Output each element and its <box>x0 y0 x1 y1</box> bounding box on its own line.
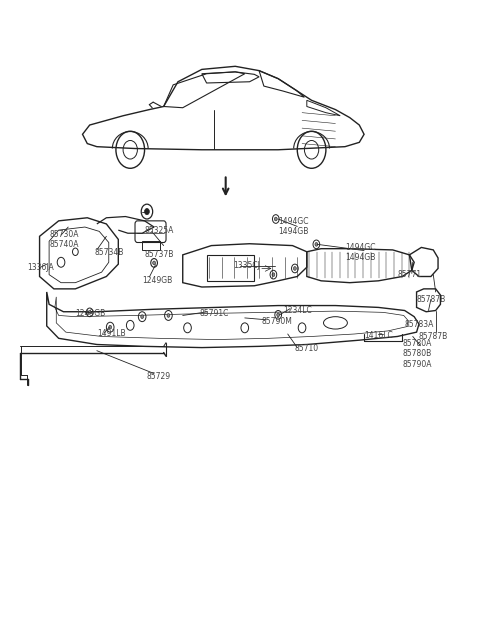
Text: 85710: 85710 <box>295 344 319 353</box>
Text: 85734B: 85734B <box>95 248 124 257</box>
Text: 85783A: 85783A <box>405 320 434 329</box>
Circle shape <box>88 310 91 314</box>
Text: 1416LC: 1416LC <box>364 331 393 340</box>
Text: 1335CJ: 1335CJ <box>233 261 260 271</box>
Circle shape <box>272 273 275 276</box>
Circle shape <box>275 217 277 221</box>
Bar <box>206 255 254 281</box>
Text: 85791C: 85791C <box>199 309 229 318</box>
Text: 1336JA: 1336JA <box>28 263 54 272</box>
Circle shape <box>109 325 112 329</box>
Text: 85730A
85740A: 85730A 85740A <box>49 230 79 249</box>
Text: 1494GC
1494GB: 1494GC 1494GB <box>278 217 309 236</box>
Circle shape <box>141 315 144 319</box>
Text: 85325A: 85325A <box>144 225 174 235</box>
Text: 85790M: 85790M <box>262 317 292 325</box>
Circle shape <box>315 242 318 246</box>
Text: 85780A
85780B
85790A: 85780A 85780B 85790A <box>402 339 432 369</box>
Text: 85737B: 85737B <box>144 250 174 260</box>
Circle shape <box>153 261 156 265</box>
Circle shape <box>293 266 296 270</box>
Text: 1234LC: 1234LC <box>283 306 312 315</box>
Text: 1494GC
1494GB: 1494GC 1494GB <box>345 243 375 262</box>
Text: 1249GB: 1249GB <box>142 276 172 285</box>
Text: 85729: 85729 <box>147 372 171 381</box>
Text: 85787B: 85787B <box>417 296 446 304</box>
Circle shape <box>144 209 149 215</box>
Bar <box>142 241 160 250</box>
Text: 85771: 85771 <box>397 270 421 279</box>
Text: 1491LB: 1491LB <box>97 330 125 338</box>
Text: 85787B: 85787B <box>419 332 448 341</box>
Circle shape <box>277 313 280 317</box>
Circle shape <box>167 314 170 317</box>
Text: 1249GB: 1249GB <box>75 309 106 318</box>
